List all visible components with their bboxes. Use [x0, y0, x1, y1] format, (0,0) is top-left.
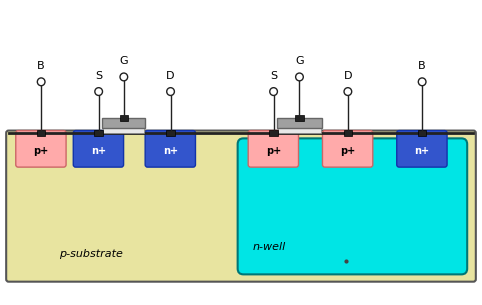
Text: G: G [295, 56, 304, 66]
Text: n+: n+ [415, 146, 430, 156]
Bar [37, 130, 45, 136]
Circle shape [418, 78, 426, 86]
Bar [295, 116, 304, 121]
Bar [278, 118, 321, 128]
Text: p+: p+ [34, 146, 49, 156]
Circle shape [95, 88, 103, 95]
Circle shape [270, 88, 278, 95]
FancyBboxPatch shape [322, 131, 373, 167]
Text: S: S [270, 71, 277, 81]
FancyBboxPatch shape [238, 138, 467, 274]
Bar [344, 130, 352, 136]
Bar [103, 128, 144, 133]
Text: S: S [95, 71, 102, 81]
Bar [120, 116, 128, 121]
FancyBboxPatch shape [6, 131, 476, 282]
Text: p-substrate: p-substrate [59, 249, 123, 259]
Text: B: B [37, 61, 45, 71]
Circle shape [344, 88, 352, 95]
Circle shape [37, 78, 45, 86]
Circle shape [120, 73, 128, 81]
Text: n+: n+ [163, 146, 178, 156]
Bar [418, 130, 427, 136]
Text: n-well: n-well [253, 242, 286, 252]
Circle shape [167, 88, 174, 95]
FancyBboxPatch shape [145, 131, 196, 167]
FancyBboxPatch shape [73, 131, 123, 167]
Text: B: B [418, 61, 426, 71]
Text: D: D [344, 71, 352, 81]
FancyBboxPatch shape [248, 131, 298, 167]
Text: D: D [166, 71, 175, 81]
FancyBboxPatch shape [397, 131, 447, 167]
Bar [269, 130, 278, 136]
Text: n+: n+ [91, 146, 106, 156]
FancyBboxPatch shape [16, 131, 66, 167]
Bar [102, 118, 145, 128]
Text: p+: p+ [340, 146, 356, 156]
Bar [94, 130, 103, 136]
Text: G: G [120, 56, 128, 66]
Bar [279, 128, 321, 133]
Bar [166, 130, 175, 136]
Circle shape [295, 73, 303, 81]
Text: p+: p+ [266, 146, 281, 156]
